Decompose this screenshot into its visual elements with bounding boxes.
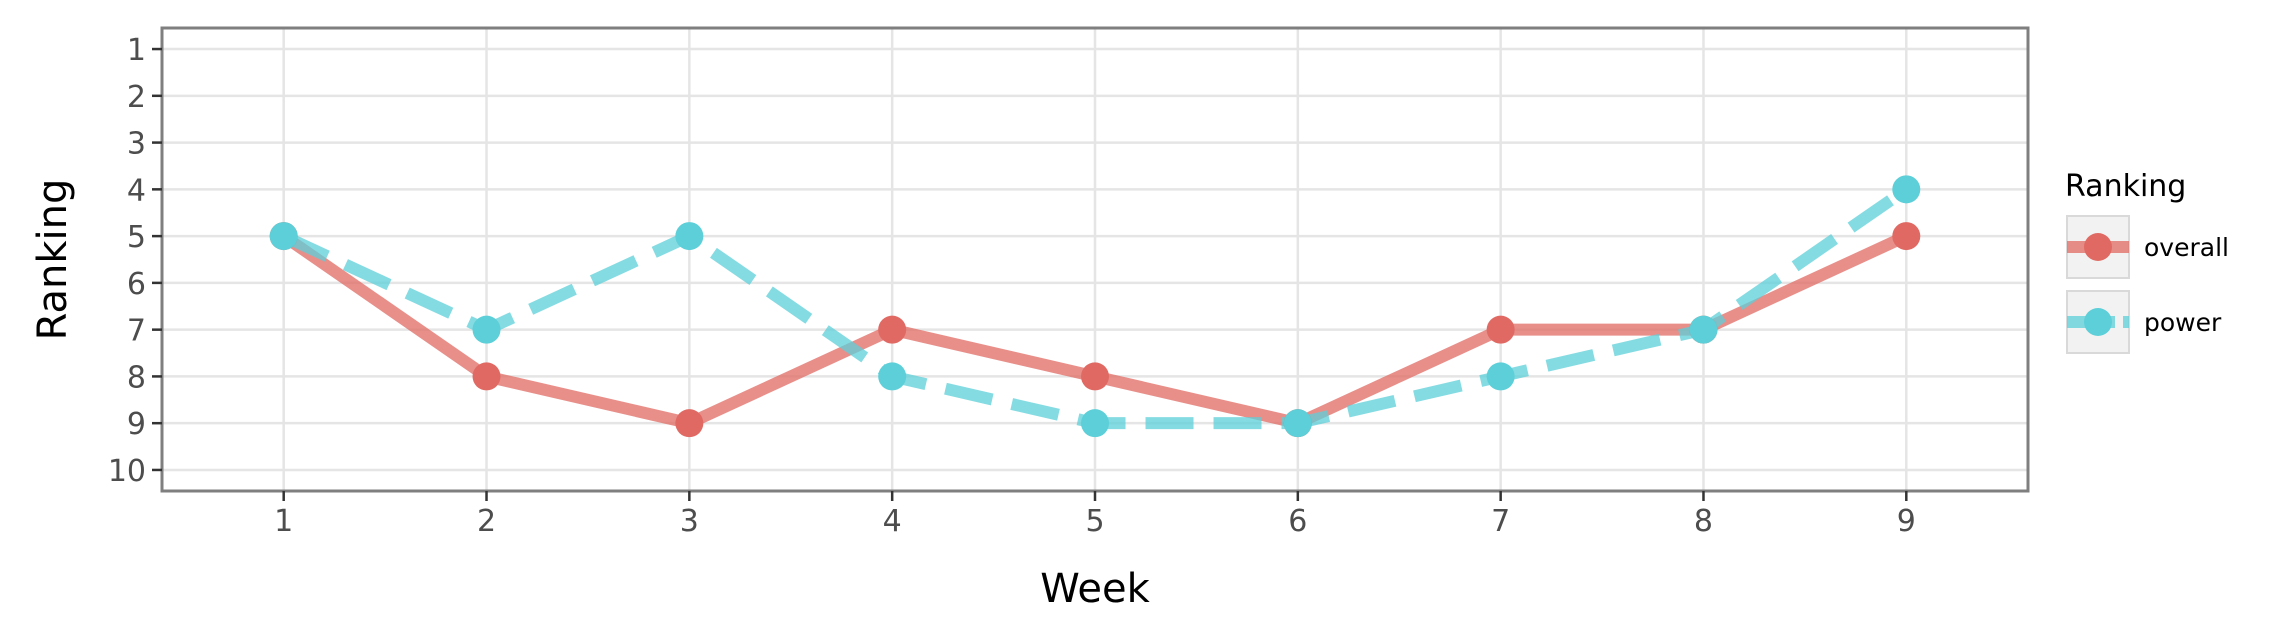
axes: 1 2 3 4 5 6 7 8 9 10 1 2 3 4 5 6 7 8 9 — [108, 33, 1916, 539]
data-point-overall — [1486, 315, 1515, 344]
series-layer — [269, 175, 1921, 438]
legend: Ranking overall power — [2065, 169, 2229, 354]
legend-title: Ranking — [2065, 169, 2186, 204]
legend-marker-power — [2084, 308, 2112, 336]
y-tick-label: 5 — [127, 220, 146, 255]
data-point-power — [1283, 409, 1312, 438]
legend-label-power: power — [2144, 308, 2222, 337]
data-point-overall — [1892, 222, 1921, 251]
legend-label-overall: overall — [2144, 233, 2229, 262]
data-point-overall — [472, 362, 501, 391]
y-tick-label: 1 — [127, 33, 146, 68]
x-tick-label: 2 — [477, 504, 496, 539]
x-tick-label: 4 — [883, 504, 902, 539]
data-point-power — [878, 362, 907, 391]
data-point-power — [472, 315, 501, 344]
x-tick-label: 8 — [1694, 504, 1713, 539]
data-point-overall — [878, 315, 907, 344]
legend-marker-overall — [2084, 233, 2112, 261]
y-tick-label: 4 — [127, 173, 146, 208]
data-point-power — [1081, 409, 1109, 438]
x-axis-title: Week — [1040, 566, 1150, 612]
x-tick-label: 1 — [274, 504, 293, 539]
data-point-power — [1486, 362, 1515, 391]
data-point-power — [269, 222, 298, 251]
data-point-overall — [1081, 362, 1109, 391]
y-tick-label: 7 — [127, 314, 146, 349]
x-tick-label: 3 — [680, 504, 699, 539]
y-tick-label: 6 — [127, 267, 146, 302]
y-tick-label: 8 — [127, 360, 146, 395]
y-tick-label: 2 — [127, 80, 146, 115]
data-point-power — [675, 222, 704, 251]
y-axis-title: Ranking — [30, 179, 76, 341]
x-tick-label: 5 — [1085, 504, 1104, 539]
data-point-power — [1892, 175, 1921, 204]
x-tick-label: 7 — [1491, 504, 1510, 539]
data-point-power — [1689, 315, 1718, 344]
y-tick-label: 9 — [127, 407, 146, 442]
x-tick-label: 6 — [1288, 504, 1307, 539]
x-tick-label: 9 — [1897, 504, 1916, 539]
data-point-overall — [675, 409, 704, 438]
y-tick-label: 3 — [127, 127, 146, 162]
y-tick-label: 10 — [108, 454, 146, 489]
